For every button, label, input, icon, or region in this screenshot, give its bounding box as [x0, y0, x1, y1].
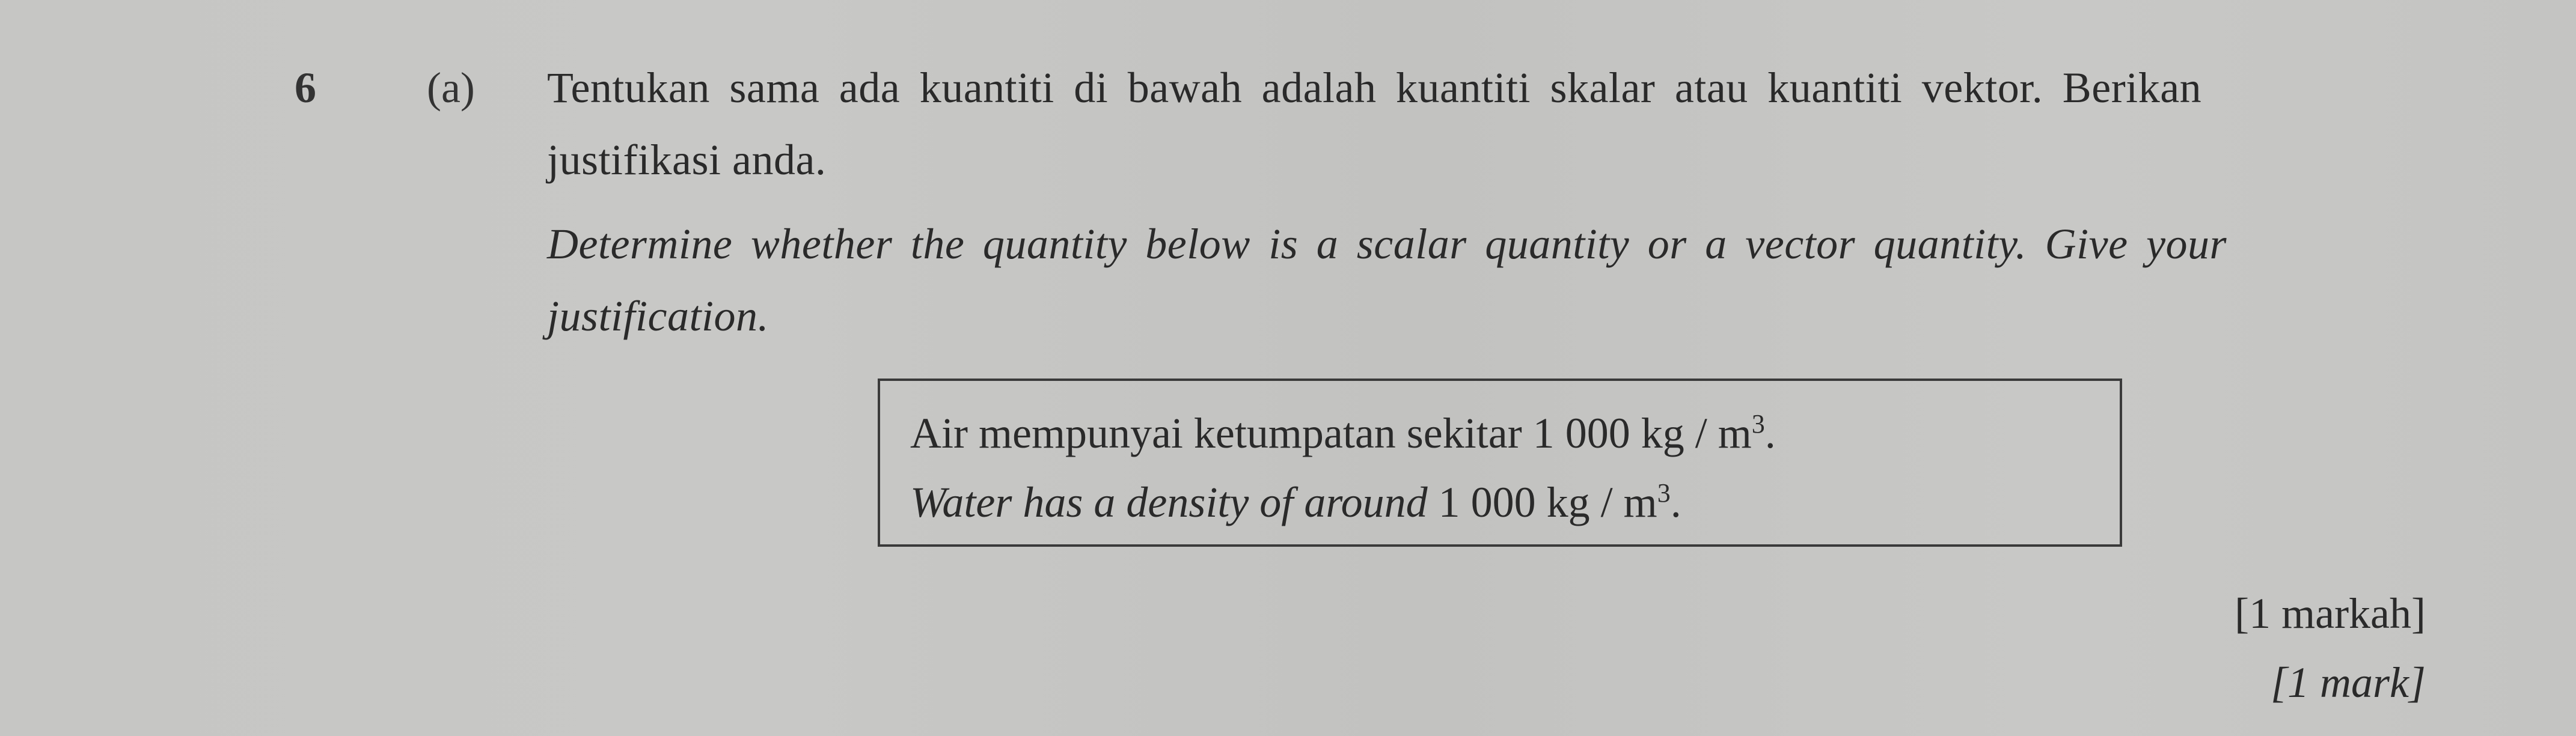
statement-malay-prefix: Air mempunyai ketumpatan sekitar 1 000 k… [910, 409, 1752, 457]
statement-malay-sup: 3 [1752, 409, 1765, 439]
statement-english-sup: 3 [1657, 478, 1671, 508]
marks-english: [1 mark] [2271, 658, 2426, 708]
statement-box: Air mempunyai ketumpatan sekitar 1 000 k… [878, 379, 2122, 547]
statement-malay: Air mempunyai ketumpatan sekitar 1 000 k… [910, 399, 2090, 468]
marks-malay: [1 markah] [2235, 589, 2426, 639]
question-text-english-line1: Determine whether the quantity below is … [547, 219, 2227, 269]
statement-english: Water has a density of around 1 000 kg /… [910, 468, 2090, 537]
exam-page: 6 (a) Tentukan sama ada kuantiti di bawa… [0, 0, 2576, 736]
statement-english-value: 1 000 kg / m [1439, 478, 1657, 526]
statement-malay-suffix: . [1765, 409, 1776, 457]
question-text-english-line2: justification. [547, 291, 769, 341]
statement-english-suffix: . [1671, 478, 1681, 526]
question-text-malay-line2: justifikasi anda. [547, 135, 826, 185]
statement-english-prefix: Water has a density of around [910, 478, 1439, 526]
part-label: (a) [427, 63, 475, 113]
question-number: 6 [295, 63, 316, 113]
question-text-malay-line1: Tentukan sama ada kuantiti di bawah adal… [547, 63, 2201, 113]
